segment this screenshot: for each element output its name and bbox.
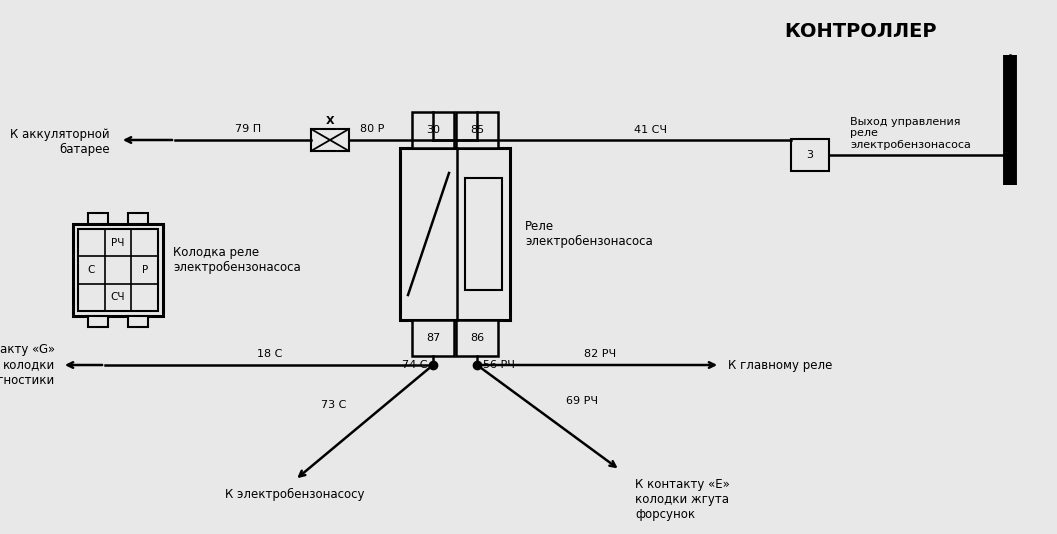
Text: С: С: [88, 265, 95, 275]
Text: 3: 3: [806, 150, 814, 160]
Bar: [412, 112, 455, 148]
Text: 74 С: 74 С: [402, 360, 427, 370]
Bar: [400, 148, 509, 320]
Text: Х: Х: [326, 116, 334, 126]
Text: Выход управления
реле
электробензонасоса: Выход управления реле электробензонасоса: [850, 117, 971, 150]
Text: СЧ: СЧ: [111, 292, 125, 302]
Text: 86: 86: [470, 333, 484, 343]
Text: 18 С: 18 С: [257, 349, 282, 359]
Bar: [412, 320, 455, 356]
Bar: [73, 224, 163, 316]
Text: 69 РЧ: 69 РЧ: [567, 396, 598, 405]
Text: 79 П: 79 П: [235, 124, 261, 134]
Text: КОНТРОЛЛЕР: КОНТРОЛЛЕР: [783, 22, 937, 41]
Bar: [465, 178, 502, 290]
Bar: [88, 213, 108, 224]
Text: 73 С: 73 С: [320, 400, 346, 411]
Text: 82 РЧ: 82 РЧ: [583, 349, 616, 359]
Text: К контакту «Е»
колодки жгута
форсунок: К контакту «Е» колодки жгута форсунок: [635, 478, 730, 521]
Text: 80 Р: 80 Р: [360, 124, 385, 134]
Text: 87: 87: [426, 333, 440, 343]
Text: К главному реле: К главному реле: [728, 358, 832, 372]
Text: Колодка реле
электробензонасоса: Колодка реле электробензонасоса: [173, 246, 301, 274]
Bar: [88, 316, 108, 327]
Text: К аккуляторной
батарее: К аккуляторной батарее: [11, 128, 110, 156]
Bar: [128, 316, 148, 327]
Text: Реле
электробензонасоса: Реле электробензонасоса: [525, 220, 653, 248]
Text: 56 РЧ: 56 РЧ: [483, 360, 515, 370]
Text: 85: 85: [470, 125, 484, 135]
Bar: [78, 229, 157, 311]
Text: К контакту «G»
колодки
диагностики: К контакту «G» колодки диагностики: [0, 343, 55, 387]
Bar: [311, 129, 349, 151]
Text: 41 СЧ: 41 СЧ: [633, 125, 667, 135]
Text: 30: 30: [426, 125, 440, 135]
Text: РЧ: РЧ: [111, 238, 125, 248]
Bar: [456, 112, 498, 148]
Bar: [456, 320, 498, 356]
Bar: [791, 139, 829, 171]
Text: К электробензонасосу: К электробензонасосу: [225, 488, 365, 501]
Text: Р: Р: [142, 265, 148, 275]
Bar: [128, 213, 148, 224]
